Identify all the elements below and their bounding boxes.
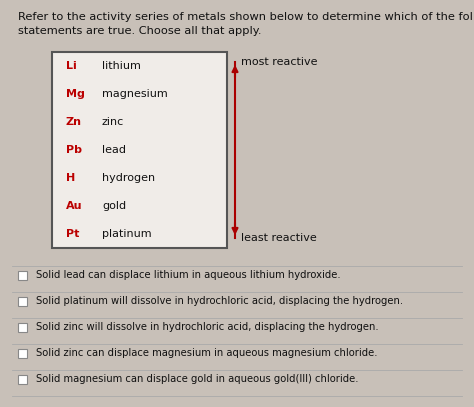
- Text: zinc: zinc: [102, 117, 124, 127]
- Bar: [18, 323, 27, 332]
- Text: lead: lead: [102, 145, 126, 155]
- Text: Solid zinc will dissolve in hydrochloric acid, displacing the hydrogen.: Solid zinc will dissolve in hydrochloric…: [36, 322, 379, 333]
- Text: Solid zinc can displace magnesium in aqueous magnesium chloride.: Solid zinc can displace magnesium in aqu…: [36, 348, 377, 359]
- Text: Refer to the activity series of metals shown below to determine which of the fol: Refer to the activity series of metals s…: [18, 12, 474, 22]
- Text: Solid magnesium can displace gold in aqueous gold(III) chloride.: Solid magnesium can displace gold in aqu…: [36, 374, 358, 385]
- Bar: [18, 297, 27, 306]
- Text: Mg: Mg: [66, 89, 85, 99]
- Text: magnesium: magnesium: [102, 89, 168, 99]
- Bar: [52, 52, 227, 248]
- Text: platinum: platinum: [102, 229, 152, 239]
- Text: Au: Au: [66, 201, 82, 211]
- Text: lithium: lithium: [102, 61, 141, 71]
- Text: least reactive: least reactive: [241, 233, 317, 243]
- Bar: [18, 375, 27, 384]
- Text: gold: gold: [102, 201, 126, 211]
- Text: Pb: Pb: [66, 145, 82, 155]
- Text: Pt: Pt: [66, 229, 79, 239]
- Text: Solid lead can displace lithium in aqueous lithium hydroxide.: Solid lead can displace lithium in aqueo…: [36, 271, 341, 280]
- Text: Solid platinum will dissolve in hydrochloric acid, displacing the hydrogen.: Solid platinum will dissolve in hydrochl…: [36, 297, 403, 306]
- Text: Li: Li: [66, 61, 77, 71]
- Text: most reactive: most reactive: [241, 57, 318, 67]
- Text: Zn: Zn: [66, 117, 82, 127]
- Text: H: H: [66, 173, 75, 183]
- Bar: [18, 271, 27, 280]
- Bar: [18, 349, 27, 358]
- Text: hydrogen: hydrogen: [102, 173, 155, 183]
- Text: statements are true. Choose all that apply.: statements are true. Choose all that app…: [18, 26, 262, 36]
